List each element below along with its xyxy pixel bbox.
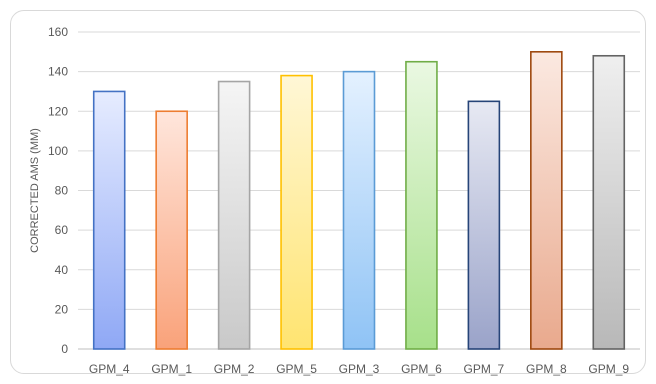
y-tick-label: 20 xyxy=(55,302,69,316)
y-tick-label: 160 xyxy=(48,25,68,39)
x-tick-label: GPM_1 xyxy=(151,362,192,376)
bar-gpm-8 xyxy=(530,51,563,350)
bars xyxy=(92,51,626,350)
bar-gpm-3 xyxy=(342,70,376,350)
y-tick-label: 60 xyxy=(55,223,69,237)
y-tick-label: 120 xyxy=(48,104,68,118)
bar-gpm-6 xyxy=(405,60,438,350)
x-tick-label: GPM_3 xyxy=(339,362,380,376)
y-axis-label: CORRECTED AMS (MM) xyxy=(29,128,41,253)
bar-gpm-2 xyxy=(217,80,251,350)
bar-gpm-5 xyxy=(280,74,313,350)
x-tick-label: GPM_6 xyxy=(401,362,442,376)
bar-gpm-9 xyxy=(592,54,626,350)
x-tick-labels: GPM_4 GPM_1 GPM_2 GPM_5 GPM_3 GPM_6 GPM_7 GPM_8… xyxy=(89,362,630,376)
bar-gpm-7 xyxy=(467,100,501,350)
y-tick-label: 140 xyxy=(48,65,68,79)
x-tick-label: GPM_5 xyxy=(276,362,317,376)
y-tick-label: 80 xyxy=(55,184,69,198)
y-tick-label: 100 xyxy=(48,144,68,158)
x-tick-label: GPM_9 xyxy=(588,362,629,376)
x-tick-label: GPM_7 xyxy=(464,362,505,376)
y-tick-labels: 0 20 40 60 80 100 120 140 160 xyxy=(48,25,68,356)
x-tick-label: GPM_4 xyxy=(89,362,130,376)
y-tick-label: 0 xyxy=(61,342,68,356)
y-tick-label: 40 xyxy=(55,263,69,277)
x-tick-label: GPM_8 xyxy=(526,362,567,376)
bar-gpm-1 xyxy=(155,110,188,350)
x-tick-label: GPM_2 xyxy=(214,362,255,376)
bar-gpm-4 xyxy=(92,90,126,350)
